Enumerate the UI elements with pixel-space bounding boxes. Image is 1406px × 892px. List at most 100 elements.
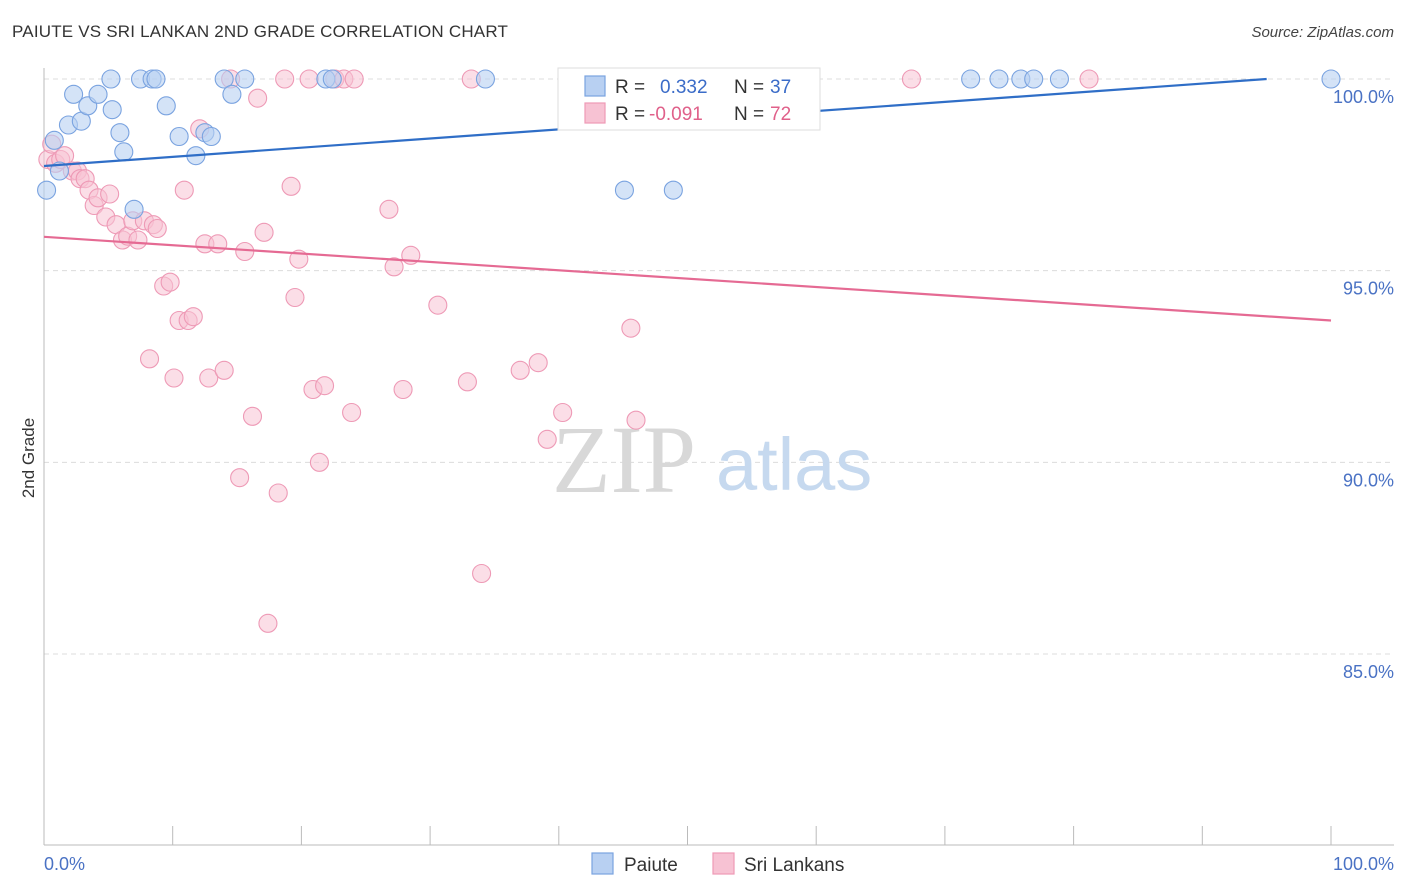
- srilankan-point: [248, 88, 268, 108]
- srilankan-point: [254, 222, 274, 242]
- x-tick-label-min: 0.0%: [44, 854, 85, 874]
- srilankan-point: [160, 272, 180, 292]
- srilankan-point: [230, 468, 250, 488]
- srilankan-point: [309, 452, 329, 472]
- y-tick-label: 95.0%: [1343, 279, 1394, 299]
- srilankan-point: [174, 180, 194, 200]
- watermark-atlas: atlas: [716, 423, 872, 506]
- paiute-point: [64, 84, 84, 104]
- srilankan-point: [344, 69, 364, 89]
- srilankan-point: [384, 257, 404, 277]
- srilankan-point: [428, 295, 448, 315]
- legend-paiute-label: Paiute: [624, 855, 678, 876]
- chart-title: PAIUTE VS SRI LANKAN 2ND GRADE CORRELATI…: [12, 22, 509, 41]
- series-paiute-points: [37, 69, 1341, 219]
- paiute-point: [235, 69, 255, 89]
- x-tick-labels: 0.0% 100.0%: [44, 854, 1394, 874]
- srilankan-point: [275, 69, 295, 89]
- srilankan-point: [315, 376, 335, 396]
- paiute-point: [201, 126, 221, 147]
- stats-srilankan-n-label: N =: [734, 104, 764, 125]
- legend: Paiute Sri Lankans: [591, 852, 844, 876]
- srilankan-point: [528, 353, 548, 373]
- stats-paiute-r-value: 0.332: [660, 77, 708, 98]
- paiute-point: [110, 123, 130, 143]
- paiute-point: [37, 180, 57, 200]
- stats-srilankan-r-label: R =: [615, 104, 645, 125]
- paiute-point: [663, 180, 683, 200]
- stats-paiute-swatch: [584, 75, 606, 97]
- srilankan-point: [901, 69, 921, 89]
- stats-srilankan-swatch: [584, 102, 606, 124]
- legend-srilankan-swatch: [712, 852, 735, 875]
- paiute-point: [88, 84, 108, 104]
- paiute-point: [614, 180, 634, 200]
- srilankan-point: [472, 563, 492, 584]
- y-tick-labels: 85.0% 90.0% 95.0% 100.0%: [1333, 87, 1394, 682]
- srilankan-point: [393, 379, 413, 400]
- paiute-point: [169, 126, 189, 147]
- paiute-point: [1024, 69, 1044, 89]
- stats-paiute-r-label: R =: [615, 77, 645, 98]
- stats-paiute-n-value: 37: [770, 77, 791, 98]
- paiute-point: [102, 100, 122, 120]
- paiute-point: [146, 69, 166, 89]
- srilankan-point: [537, 429, 557, 449]
- stats-srilankan-n-value: 72: [770, 104, 791, 125]
- paiute-point: [156, 96, 176, 116]
- legend-paiute-swatch: [591, 852, 614, 875]
- srilankan-point: [553, 402, 573, 423]
- paiute-point: [44, 130, 64, 150]
- paiute-point: [124, 199, 144, 219]
- srilankan-point: [510, 360, 530, 380]
- watermark: ZIP atlas: [552, 406, 872, 513]
- srilankan-point: [299, 69, 319, 89]
- y-tick-label: 100.0%: [1333, 87, 1394, 107]
- paiute-point: [989, 69, 1009, 89]
- grid-lines: [44, 78, 1394, 655]
- stats-srilankan-r-value: -0.091: [649, 104, 703, 125]
- srilankan-point: [281, 176, 301, 196]
- srilankan-point: [285, 287, 305, 308]
- watermark-zip: ZIP: [552, 406, 696, 513]
- srilankan-point: [242, 406, 263, 426]
- srilankan-point: [208, 234, 228, 254]
- srilankan-point: [214, 360, 234, 380]
- srilankan-point: [626, 410, 646, 430]
- stats-box: R = 0.332 N = 37 R = -0.091 N = 72: [557, 67, 821, 131]
- srilankan-point: [379, 199, 399, 219]
- paiute-point: [214, 69, 234, 89]
- srilankan-point: [621, 318, 641, 338]
- paiute-point: [114, 142, 134, 162]
- paiute-point: [1049, 69, 1069, 89]
- y-tick-label: 85.0%: [1343, 662, 1394, 682]
- paiute-point: [222, 84, 242, 104]
- paiute-point: [101, 69, 121, 89]
- chart-source: Source: ZipAtlas.com: [1251, 24, 1394, 41]
- srilankan-point: [342, 402, 362, 423]
- srilankan-point: [183, 307, 203, 327]
- paiute-point: [475, 69, 495, 89]
- legend-srilankan-label: Sri Lankans: [744, 855, 844, 876]
- srilankan-point: [199, 368, 219, 388]
- srilankan-point: [1079, 69, 1099, 89]
- srilankan-point: [100, 184, 120, 204]
- srilankan-point: [268, 483, 288, 503]
- srilankan-point: [457, 372, 477, 392]
- y-axis-label: 2nd Grade: [19, 418, 38, 498]
- axes: [43, 68, 1394, 846]
- srilankan-point: [235, 241, 255, 262]
- stats-paiute-n-label: N =: [734, 77, 764, 98]
- paiute-point: [1321, 69, 1341, 89]
- x-tick-label-max: 100.0%: [1333, 854, 1394, 874]
- srilankan-point: [139, 349, 160, 369]
- srilankan-point: [147, 218, 167, 239]
- paiute-point: [322, 69, 342, 89]
- srilankan-point: [258, 613, 278, 633]
- y-tick-label: 90.0%: [1343, 470, 1394, 490]
- paiute-point: [49, 161, 69, 181]
- paiute-point: [961, 69, 981, 89]
- srilankan-trend-line: [43, 235, 1332, 322]
- srilankan-point: [128, 230, 148, 250]
